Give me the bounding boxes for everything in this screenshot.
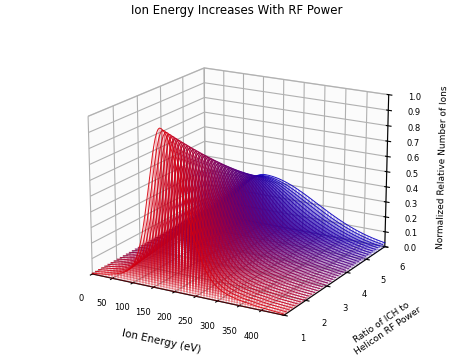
Y-axis label: Ratio of ICH to
Helicon RF Power: Ratio of ICH to Helicon RF Power — [347, 297, 422, 357]
Title: Ion Energy Increases With RF Power: Ion Energy Increases With RF Power — [131, 4, 343, 17]
X-axis label: Ion Energy (eV): Ion Energy (eV) — [120, 329, 201, 355]
